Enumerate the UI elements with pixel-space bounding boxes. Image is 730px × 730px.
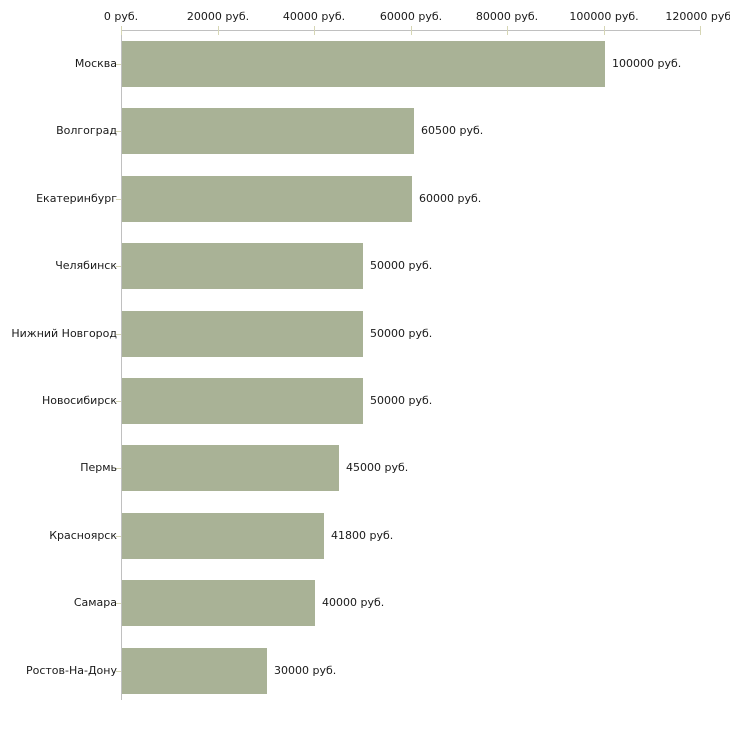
x-axis-tick-label: 20000 руб. (186, 10, 250, 23)
category-label: Красноярск (49, 528, 117, 542)
bar (122, 512, 324, 559)
bar (122, 378, 363, 424)
value-label: 30000 руб. (274, 663, 337, 677)
chart-row: Красноярск 41800 руб. (0, 502, 730, 569)
chart-row: Нижний Новгород 50000 руб. (0, 300, 730, 367)
bar (122, 445, 339, 492)
x-axis-tick-mark (700, 26, 701, 35)
bar (122, 175, 412, 222)
x-axis-tick-mark (507, 26, 508, 35)
value-label: 60000 руб. (419, 191, 482, 205)
category-label: Нижний Новгород (11, 326, 117, 340)
value-label: 40000 руб. (322, 596, 385, 610)
chart-row: Новосибирск 50000 руб. (0, 367, 730, 434)
chart-row: Москва 100000 руб. (0, 30, 730, 97)
chart-row: Пермь 45000 руб. (0, 434, 730, 501)
x-axis-tick-label: 100000 руб. (569, 10, 639, 23)
value-label: 41800 руб. (331, 528, 394, 542)
x-axis-tick-mark (121, 26, 122, 35)
value-label: 50000 руб. (370, 394, 433, 407)
value-label: 50000 руб. (370, 326, 433, 340)
bar (122, 580, 315, 627)
x-axis-tick-mark (411, 26, 412, 35)
value-label: 100000 руб. (612, 57, 682, 70)
chart-row: Ростов-На-Дону 30000 руб. (0, 637, 730, 704)
value-label: 50000 руб. (370, 259, 433, 273)
y-axis-tick-mark (116, 198, 121, 200)
category-label: Екатеринбург (36, 191, 117, 205)
category-label: Новосибирск (41, 394, 117, 407)
chart-row: Волгоград 60500 руб. (0, 97, 730, 164)
bar (122, 108, 414, 155)
y-axis-tick-mark (116, 468, 121, 470)
x-axis-tick-mark (218, 26, 219, 35)
x-axis-tick-label: 40000 руб. (282, 10, 346, 23)
y-axis-tick-mark (116, 266, 121, 268)
bar (122, 243, 363, 290)
x-axis-tick-mark (314, 26, 315, 35)
category-label: Пермь (80, 461, 117, 475)
category-label: Ростов-На-Дону (25, 663, 117, 677)
x-axis-tick-mark (604, 26, 605, 35)
y-axis-tick-mark (116, 333, 121, 335)
x-axis-tick-label: 80000 руб. (475, 10, 539, 23)
y-axis-tick-mark (116, 64, 121, 65)
chart-row: Самара 40000 руб. (0, 569, 730, 636)
bar (122, 310, 363, 357)
x-axis-tick-label: 60000 руб. (379, 10, 443, 23)
y-axis-tick-mark (116, 670, 121, 672)
category-label: Челябинск (55, 259, 117, 273)
value-label: 60500 руб. (421, 124, 484, 138)
y-axis-tick-mark (116, 603, 121, 605)
value-label: 45000 руб. (346, 461, 409, 475)
category-label: Москва (74, 57, 117, 70)
bar (122, 41, 605, 87)
category-label: Самара (73, 596, 117, 610)
chart-row: Челябинск 50000 руб. (0, 232, 730, 299)
y-axis-line (121, 30, 122, 700)
y-axis-tick-mark (116, 401, 121, 402)
x-axis-tick-label: 120000 руб. (665, 10, 730, 23)
y-axis-tick-mark (116, 131, 121, 133)
y-axis-tick-mark (116, 535, 121, 537)
bar (122, 647, 267, 694)
category-label: Волгоград (56, 124, 117, 138)
x-axis-tick-label: 0 руб. (103, 10, 139, 23)
chart-row: Екатеринбург 60000 руб. (0, 165, 730, 232)
